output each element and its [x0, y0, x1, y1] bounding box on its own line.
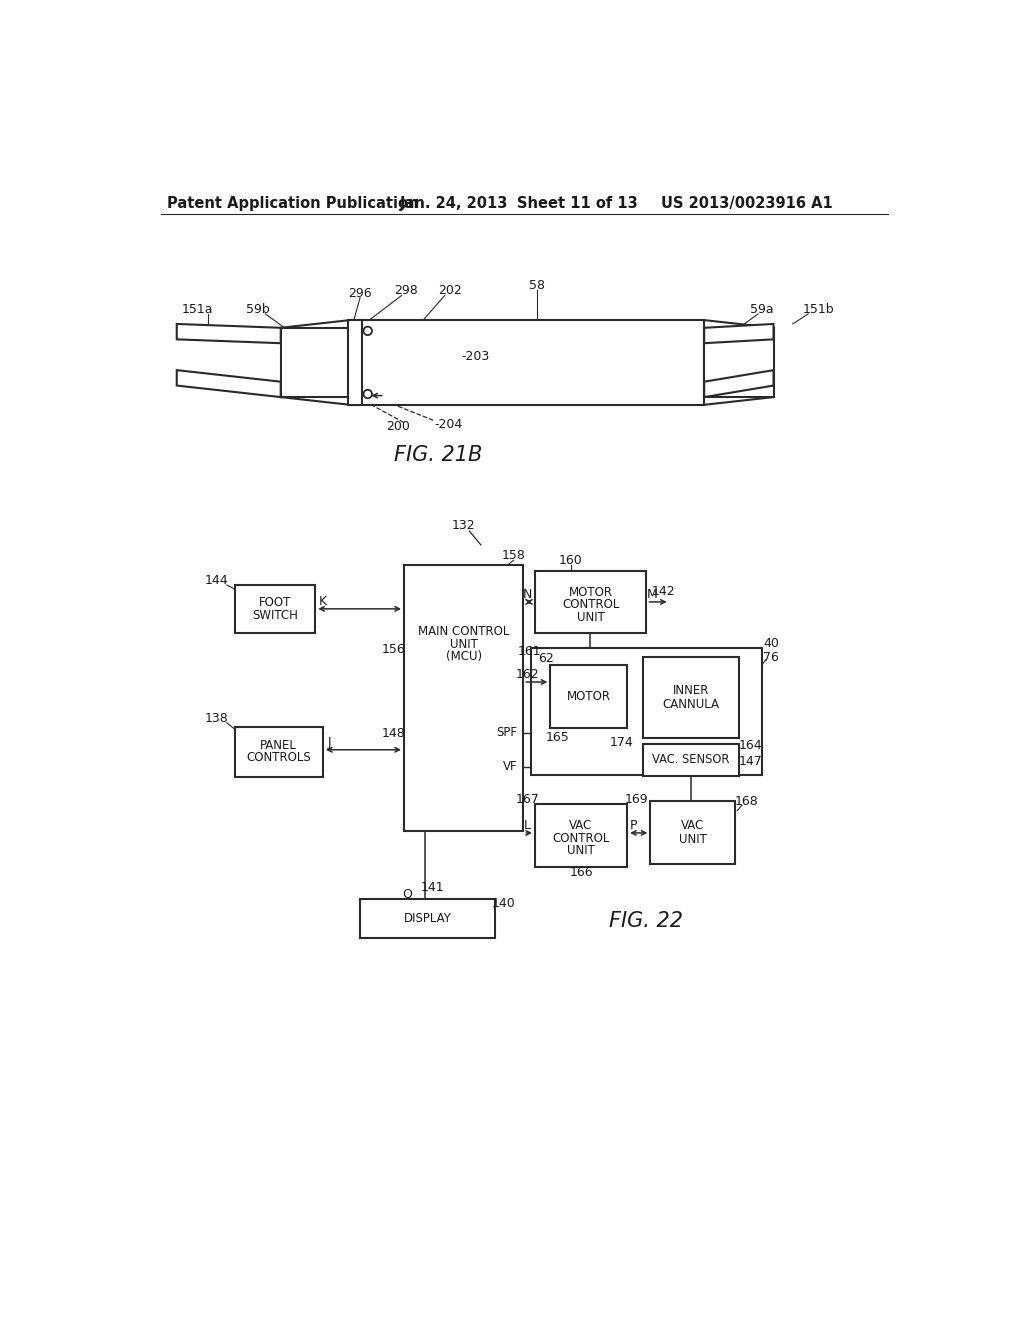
Bar	[535, 572, 646, 632]
Text: CONTROL: CONTROL	[562, 598, 620, 611]
Text: 165: 165	[546, 731, 569, 744]
Bar	[535, 804, 628, 867]
Text: 167: 167	[516, 792, 540, 805]
Text: 161: 161	[517, 644, 542, 657]
Text: (MCU): (MCU)	[445, 649, 481, 663]
Text: VAC: VAC	[681, 820, 705, 833]
Bar	[403, 565, 523, 830]
Text: 202: 202	[438, 284, 462, 297]
Text: VAC: VAC	[569, 820, 593, 833]
Text: Q: Q	[402, 887, 413, 900]
Polygon shape	[177, 370, 281, 397]
Text: 132: 132	[452, 519, 475, 532]
Text: Jan. 24, 2013: Jan. 24, 2013	[399, 195, 508, 211]
Text: N: N	[522, 587, 531, 601]
Text: DISPLAY: DISPLAY	[403, 912, 452, 925]
Text: 151b: 151b	[803, 302, 834, 315]
Text: UNIT: UNIT	[450, 638, 477, 651]
Text: 144: 144	[205, 574, 228, 587]
Bar	[350, 321, 705, 405]
Text: UNIT: UNIT	[577, 611, 604, 624]
Text: -203: -203	[462, 350, 489, 363]
Bar	[550, 665, 628, 729]
Bar	[348, 321, 362, 405]
Text: VAC. SENSOR: VAC. SENSOR	[652, 754, 729, 767]
Text: UNIT: UNIT	[567, 843, 595, 857]
Bar	[650, 801, 735, 865]
Text: 298: 298	[394, 284, 418, 297]
Polygon shape	[177, 323, 281, 343]
Text: 169: 169	[625, 793, 648, 807]
Text: L: L	[523, 818, 530, 832]
Text: M: M	[647, 587, 658, 601]
Text: 59a: 59a	[751, 302, 774, 315]
Text: J: J	[328, 735, 331, 748]
Text: 166: 166	[570, 866, 594, 879]
Text: 174: 174	[610, 735, 634, 748]
Bar	[531, 648, 762, 775]
Text: 200: 200	[386, 420, 410, 433]
Bar	[234, 726, 323, 776]
Text: FIG. 22: FIG. 22	[609, 911, 683, 931]
Text: CANNULA: CANNULA	[663, 698, 719, 711]
Text: CONTROL: CONTROL	[552, 832, 609, 845]
Polygon shape	[705, 323, 773, 343]
Text: 62: 62	[539, 652, 554, 665]
Text: 147: 147	[738, 755, 762, 768]
Bar	[360, 899, 495, 937]
Text: US 2013/0023916 A1: US 2013/0023916 A1	[660, 195, 833, 211]
Text: Sheet 11 of 13: Sheet 11 of 13	[517, 195, 638, 211]
Text: 59b: 59b	[246, 302, 269, 315]
Text: MAIN CONTROL: MAIN CONTROL	[418, 626, 509, 639]
Text: FOOT: FOOT	[259, 597, 291, 610]
Text: 296: 296	[348, 286, 372, 300]
Text: 76: 76	[763, 651, 779, 664]
Text: INNER: INNER	[673, 684, 709, 697]
Text: 142: 142	[651, 585, 675, 598]
Text: VF: VF	[503, 760, 517, 774]
Text: PANEL: PANEL	[260, 739, 297, 752]
Text: SWITCH: SWITCH	[252, 609, 298, 622]
Text: 168: 168	[734, 795, 759, 808]
Text: 164: 164	[738, 739, 762, 752]
Text: K: K	[319, 594, 327, 607]
Text: CONTROLS: CONTROLS	[247, 751, 311, 764]
Polygon shape	[705, 370, 773, 397]
Text: 58: 58	[529, 279, 545, 292]
Text: FIG. 21B: FIG. 21B	[394, 445, 482, 465]
Text: 40: 40	[763, 638, 779, 649]
Text: MOTOR: MOTOR	[568, 586, 612, 599]
Bar	[643, 657, 739, 738]
Bar	[643, 743, 739, 776]
Bar	[234, 585, 315, 632]
Text: 151a: 151a	[182, 302, 213, 315]
Text: SPF: SPF	[496, 726, 517, 739]
Bar	[705, 327, 773, 397]
Text: 140: 140	[493, 898, 516, 911]
Text: 158: 158	[502, 549, 525, 562]
Text: -204: -204	[435, 417, 463, 430]
Text: P: P	[630, 818, 637, 832]
Text: MOTOR: MOTOR	[566, 690, 610, 704]
Text: Patent Application Publication: Patent Application Publication	[167, 195, 418, 211]
Text: 148: 148	[382, 727, 406, 741]
Text: 141: 141	[421, 880, 444, 894]
Text: 160: 160	[559, 554, 583, 566]
Text: UNIT: UNIT	[679, 833, 707, 846]
Bar	[281, 327, 350, 397]
Text: 156: 156	[382, 643, 406, 656]
Text: 138: 138	[205, 713, 228, 726]
Text: 162: 162	[515, 668, 539, 681]
